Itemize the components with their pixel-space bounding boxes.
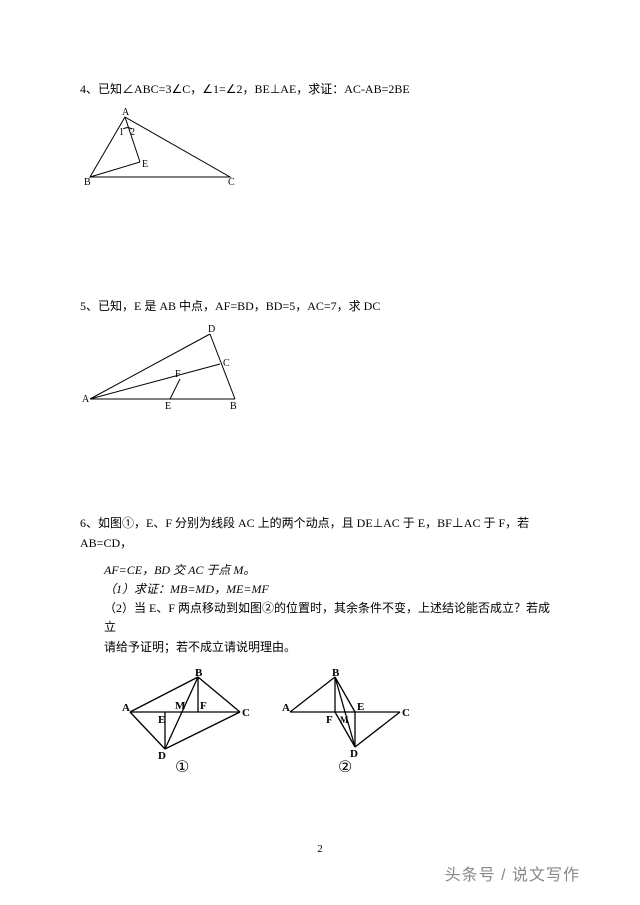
- problem-6-line2: AF=CE，BD 交 AC 于点 M。: [80, 561, 560, 580]
- svg-text:M: M: [175, 700, 186, 712]
- svg-text:A: A: [82, 394, 90, 405]
- problem-6-line1: 6、如图①，E、F 分别为线段 AC 上的两个动点，且 DE⊥AC 于 E，BF…: [80, 514, 560, 552]
- svg-text:C: C: [223, 358, 230, 369]
- problem-5: 5、已知，E 是 AB 中点，AF=BD，BD=5，AC=7，求 DC A B …: [80, 297, 560, 414]
- svg-text:C: C: [228, 177, 235, 187]
- watermark: 头条号 / 说文写作: [445, 861, 580, 885]
- svg-text:F: F: [175, 369, 181, 380]
- problem-6-line3: （1）求证：MB=MD，ME=MF: [80, 580, 560, 599]
- svg-text:E: E: [158, 714, 165, 726]
- svg-text:E: E: [165, 401, 171, 412]
- svg-text:B: B: [230, 401, 237, 412]
- triangle-icon: A B C D E F: [80, 324, 260, 414]
- svg-text:D: D: [208, 324, 215, 335]
- svg-text:C: C: [402, 707, 410, 719]
- svg-text:A: A: [122, 702, 130, 714]
- figure-6-row: A B C D E F M ①: [120, 667, 560, 777]
- page: 4、已知∠ABC=3∠C，∠1=∠2，BE⊥AE，求证：AC-AB=2BE A …: [0, 0, 640, 905]
- svg-text:B: B: [84, 177, 91, 187]
- figure-6a: A B C D E F M ①: [120, 667, 250, 777]
- page-number: 2: [0, 843, 640, 855]
- figure-6b: A B C D E F M ②: [280, 667, 410, 777]
- problem-6: 6、如图①，E、F 分别为线段 AC 上的两个动点，且 DE⊥AC 于 E，BF…: [80, 514, 560, 776]
- svg-text:1: 1: [119, 127, 124, 138]
- svg-text:B: B: [195, 667, 203, 679]
- svg-text:M: M: [340, 715, 349, 725]
- svg-text:E: E: [142, 159, 148, 170]
- svg-text:D: D: [158, 750, 166, 762]
- problem-5-text: 5、已知，E 是 AB 中点，AF=BD，BD=5，AC=7，求 DC: [80, 297, 560, 316]
- diagram-icon: A B C D E F M ①: [120, 667, 250, 777]
- diagram-icon: A B C D E F M ②: [280, 667, 410, 777]
- svg-text:F: F: [326, 714, 333, 726]
- svg-text:F: F: [200, 700, 207, 712]
- svg-text:①: ①: [175, 759, 189, 776]
- svg-text:C: C: [242, 707, 250, 719]
- figure-4: A B C E 1 2: [80, 107, 560, 187]
- svg-text:A: A: [122, 107, 130, 118]
- svg-text:E: E: [357, 701, 364, 713]
- figure-5: A B C D E F: [80, 324, 560, 414]
- problem-6-line5: 请给予证明；若不成立请说明理由。: [80, 638, 560, 657]
- svg-text:②: ②: [338, 759, 352, 776]
- svg-text:B: B: [332, 667, 340, 679]
- svg-text:A: A: [282, 702, 290, 714]
- problem-6-line4: （2）当 E、F 两点移动到如图②的位置时，其余条件不变，上述结论能否成立？若成…: [80, 599, 560, 637]
- svg-text:2: 2: [130, 127, 135, 138]
- problem-4-text: 4、已知∠ABC=3∠C，∠1=∠2，BE⊥AE，求证：AC-AB=2BE: [80, 80, 560, 99]
- problem-4: 4、已知∠ABC=3∠C，∠1=∠2，BE⊥AE，求证：AC-AB=2BE A …: [80, 80, 560, 187]
- triangle-icon: A B C E 1 2: [80, 107, 240, 187]
